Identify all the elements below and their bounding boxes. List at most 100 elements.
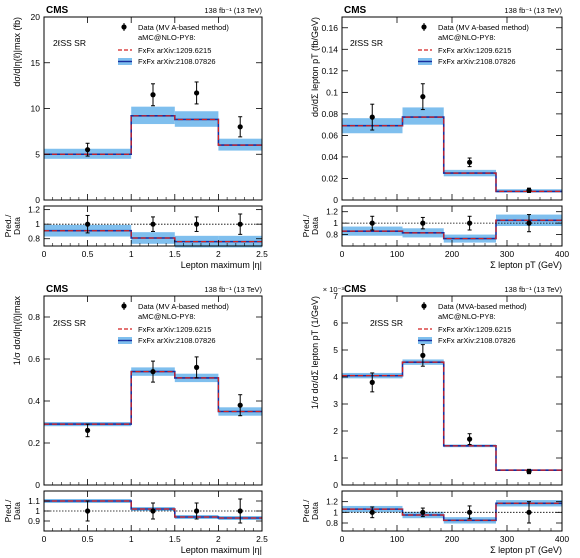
p3-ratio-data-point-1	[420, 509, 426, 515]
p1-lumi-label: 138 fb⁻¹ (13 TeV)	[504, 6, 562, 15]
p3-scale-label: × 10⁻³	[323, 285, 345, 294]
p1-legend-data-marker	[421, 24, 427, 30]
p3-legend-data-label: Data (MVA-based method)	[438, 302, 527, 311]
p3-ratio-xtick-label-3: 300	[500, 534, 514, 544]
p1-main-ytick-label-7: 0.14	[321, 44, 338, 54]
p1-main-ytick-label-2: 0.04	[321, 152, 338, 162]
p0-ratio-ylabel-2: Data	[12, 217, 22, 235]
p3-region-label: 2ℓSS SR	[370, 318, 403, 328]
p1-main-ytick-label-1: 0.02	[321, 173, 338, 183]
p2-region-label: 2ℓSS SR	[53, 318, 86, 328]
p0-ylabel: dσ/d|η(ℓ)|max (fb)	[12, 17, 22, 87]
p0-data-point-3	[237, 124, 243, 130]
p2-ratio-xtick-label-3: 1.5	[169, 534, 181, 544]
p0-fxfx-1209-line	[44, 115, 262, 155]
p0-ratio-xtick-label-1: 0.5	[82, 249, 94, 259]
p1-xlabel: Σ lepton pT (GeV)	[490, 260, 562, 270]
p3-ratio-ytick-label-2: 1.2	[326, 497, 338, 507]
p1-region-label: 2ℓSS SR	[350, 38, 383, 48]
p2-data-point-2	[194, 364, 200, 370]
p0-legend-amc-header: aMC@NLO-PY8:	[138, 33, 196, 42]
p2-cms-label: CMS	[46, 284, 69, 295]
p3-lumi-label: 138 fb⁻¹ (13 TeV)	[504, 285, 562, 294]
p2-ratio-data-point-3	[237, 508, 243, 514]
p1-main-ytick-label-3: 0.06	[321, 130, 338, 140]
p2-ratio-ytick-label-0: 0.9	[28, 516, 40, 526]
p1-ratio-ylabel-2: Data	[310, 217, 320, 235]
p2-ratio-data-point-0	[85, 508, 91, 514]
p3-main-ytick-label-3: 3	[333, 399, 338, 409]
p2-main-ytick-label-1: 0.2	[28, 438, 40, 448]
p2-main-ytick-label-2: 0.4	[28, 396, 40, 406]
p1-main-ytick-label-8: 0.16	[321, 23, 338, 33]
p3-main-ytick-label-0: 0	[333, 480, 338, 490]
p3-ratio-data-point-3	[526, 509, 532, 515]
p3-main-ytick-label-1: 1	[333, 453, 338, 463]
p1-ratio-data-point-2	[467, 220, 473, 226]
p2-ratio-xtick-label-4: 2	[216, 534, 221, 544]
p0-ratio-ytick-label-1: 1	[35, 219, 40, 229]
p1-main-ytick-label-6: 0.12	[321, 66, 338, 76]
p1-legend-fxfx1-label: FxFx arXiv:1209.6215	[438, 46, 511, 55]
p2-ratio-ytick-label-1: 1	[35, 506, 40, 516]
p1-band-1	[402, 107, 444, 125]
p3-ylabel: 1/σ dσ/dΣ lepton pT (1/GeV)	[310, 296, 320, 409]
panel-top-right: 0 0.02 0.04 0.06 0.08 0.1 0.12 0.14 0.16 CMS 138 f…	[301, 5, 569, 270]
p2-ylabel: 1/σ dσ/d|η(ℓ)|max	[12, 296, 22, 366]
p0-ratio-xtick-label-2: 1	[129, 249, 134, 259]
p2-ratio-ytick-label-2: 1.1	[28, 496, 40, 506]
p1-fxfx-1209-line	[342, 116, 562, 192]
p1-legend-amc-header: aMC@NLO-PY8:	[438, 33, 496, 42]
p2-legend-data-label: Data (MV A-based method)	[138, 302, 229, 311]
p1-ratio-ylabel-1: Pred./	[301, 214, 311, 237]
p3-fxfx-2108-line	[342, 361, 562, 471]
p0-data-point-0	[85, 147, 91, 153]
p3-data-point-2	[467, 436, 473, 442]
p0-data-point-2	[194, 90, 200, 96]
p2-xlabel: Lepton maximum |η|	[181, 545, 262, 555]
p2-data-point-0	[85, 427, 91, 433]
p3-ratio-ytick-label-0: 0.8	[326, 518, 338, 528]
p1-ratio-xtick-label-4: 400	[555, 249, 569, 259]
p0-ratio-data-point-1	[150, 221, 156, 227]
p1-ratio-xtick-label-3: 300	[500, 249, 514, 259]
p0-ratio-frame	[43, 205, 263, 247]
p3-main-ytick-label-4: 4	[333, 372, 338, 382]
p3-ratio-fxfx-1209-line	[342, 502, 562, 521]
p3-data-point-3	[526, 468, 532, 475]
p0-ratio-data-point-0	[85, 221, 91, 227]
p3-ratio-xtick-label-1: 100	[390, 534, 404, 544]
p1-cms-label: CMS	[344, 5, 367, 16]
p3-legend-fxfx2-label: FxFx arXiv:2108.07826	[438, 336, 516, 345]
p2-legend-fxfx2-label: FxFx arXiv:2108.07826	[138, 336, 216, 345]
panel-bottom-left: 0 0.2 0.4 0.6 0.8 CMS 138 fb⁻¹ (13 TeV) 2ℓSS SR…	[3, 284, 268, 555]
p0-legend-fxfx2-label: FxFx arXiv:2108.07826	[138, 57, 216, 66]
p2-main-ytick-label-4: 0.8	[28, 312, 40, 322]
p0-cms-label: CMS	[46, 5, 69, 16]
p0-ratio-data-point-2	[194, 221, 200, 227]
p1-data-point-1	[420, 94, 426, 100]
p0-ratio-ytick-label-0: 0.8	[28, 234, 40, 244]
p0-ratio-xtick-label-4: 2	[216, 249, 221, 259]
p3-ratio-data-point-2	[467, 509, 473, 515]
p3-ratio-xtick-label-2: 200	[445, 534, 459, 544]
p1-legend-data-label: Data (MV A-based method)	[438, 23, 529, 32]
p1-legend-fxfx2-label: FxFx arXiv:2108.07826	[438, 57, 516, 66]
p0-ratio-xtick-label-3: 1.5	[169, 249, 181, 259]
p0-ratio-data-point-3	[237, 221, 243, 227]
p1-ratio-ytick-label-1: 1	[333, 218, 338, 228]
p2-ratio-ylabel-1: Pred./	[3, 499, 13, 522]
p2-legend-fxfx1-label: FxFx arXiv:1209.6215	[138, 325, 211, 334]
p0-main-ytick-label-4: 20	[31, 12, 41, 22]
p0-ratio-xtick-label-0: 0	[42, 249, 47, 259]
p3-legend-data-marker	[421, 303, 427, 309]
p3-cms-label: CMS	[344, 284, 367, 295]
p2-legend-amc-header: aMC@NLO-PY8:	[138, 312, 196, 321]
p2-ratio-xtick-label-0: 0	[42, 534, 47, 544]
p3-legend-amc-header: aMC@NLO-PY8:	[438, 312, 496, 321]
p3-ratio-data-point-0	[369, 509, 375, 515]
p2-fxfx-1209-line	[44, 371, 262, 425]
p3-main-ytick-label-6: 6	[333, 318, 338, 328]
p2-ratio-xtick-label-5: 2.5	[256, 534, 268, 544]
